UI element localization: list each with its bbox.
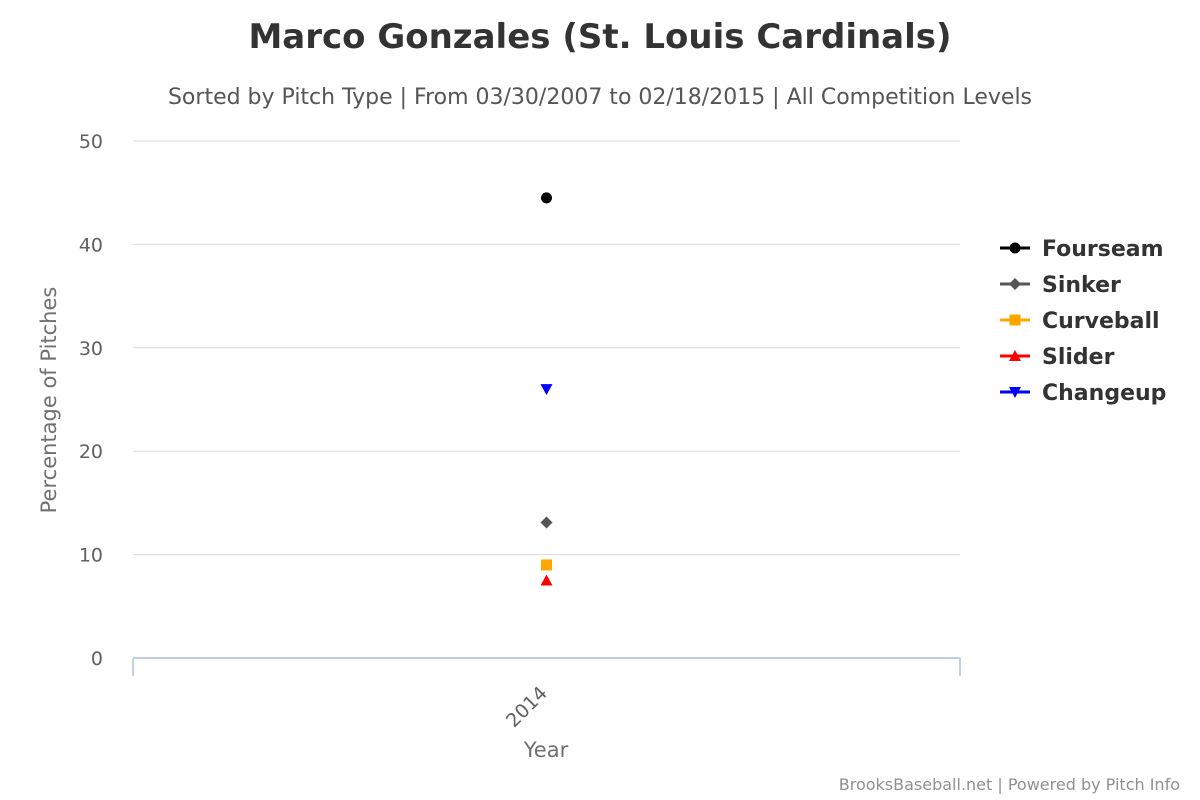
y-tick-label-10: 10 — [79, 545, 103, 567]
x-axis-title: Year — [523, 738, 569, 762]
legend-label-changeup: Changeup — [1042, 381, 1166, 406]
data-point-sinker-2014[interactable] — [540, 516, 553, 529]
data-point-slider-2014[interactable] — [540, 574, 553, 586]
y-tick-label-0: 0 — [91, 648, 103, 670]
data-points — [540, 192, 553, 586]
legend-marker-changeup — [1009, 387, 1021, 398]
y-axis-title: Percentage of Pitches — [37, 287, 61, 514]
y-tick-label-20: 20 — [79, 441, 103, 463]
legend-item-curveball[interactable]: Curveball — [1000, 309, 1160, 334]
x-axis: 2014 — [132, 657, 961, 732]
data-point-curveball-2014[interactable] — [541, 559, 552, 571]
legend-item-changeup[interactable]: Changeup — [1000, 381, 1166, 406]
legend-label-curveball: Curveball — [1042, 309, 1160, 334]
legend-item-fourseam[interactable]: Fourseam — [1000, 237, 1164, 262]
credits-text[interactable]: BrooksBaseball.net | Powered by Pitch In… — [839, 775, 1180, 794]
legend-item-slider[interactable]: Slider — [1000, 345, 1115, 370]
legend: Fourseam Sinker Curveball Slider Changeup — [1000, 237, 1166, 406]
legend-item-sinker[interactable]: Sinker — [1000, 273, 1121, 298]
legend-marker-curveball — [1009, 314, 1021, 326]
data-point-fourseam-2014[interactable] — [541, 192, 552, 204]
x-tick-label-2014: 2014 — [502, 682, 552, 732]
y-tick-label-40: 40 — [79, 234, 103, 256]
legend-label-sinker: Sinker — [1042, 273, 1121, 298]
legend-marker-sinker — [1009, 278, 1021, 290]
legend-marker-fourseam — [1009, 242, 1021, 254]
y-tick-label-30: 30 — [79, 338, 103, 360]
data-point-changeup-2014[interactable] — [540, 384, 553, 396]
legend-marker-slider — [1009, 350, 1021, 361]
chart-title: Marco Gonzales (St. Louis Cardinals) — [248, 17, 951, 57]
legend-label-fourseam: Fourseam — [1042, 237, 1164, 262]
legend-label-slider: Slider — [1042, 345, 1115, 370]
y-axis-ticks: 0 10 20 30 40 50 — [79, 131, 103, 670]
y-tick-label-50: 50 — [79, 131, 103, 153]
chart-subtitle: Sorted by Pitch Type | From 03/30/2007 t… — [168, 85, 1032, 110]
gridlines — [133, 140, 960, 556]
